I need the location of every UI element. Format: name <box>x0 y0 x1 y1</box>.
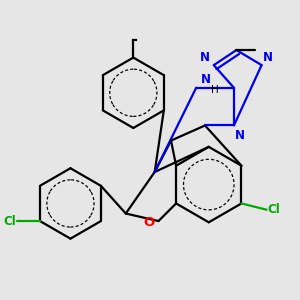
Text: N: N <box>201 74 211 86</box>
Text: Cl: Cl <box>3 214 16 227</box>
Text: N: N <box>200 51 210 64</box>
Text: Cl: Cl <box>268 203 280 216</box>
Text: H: H <box>211 85 219 95</box>
Text: N: N <box>235 129 245 142</box>
Text: O: O <box>143 216 155 229</box>
Text: N: N <box>263 51 273 64</box>
